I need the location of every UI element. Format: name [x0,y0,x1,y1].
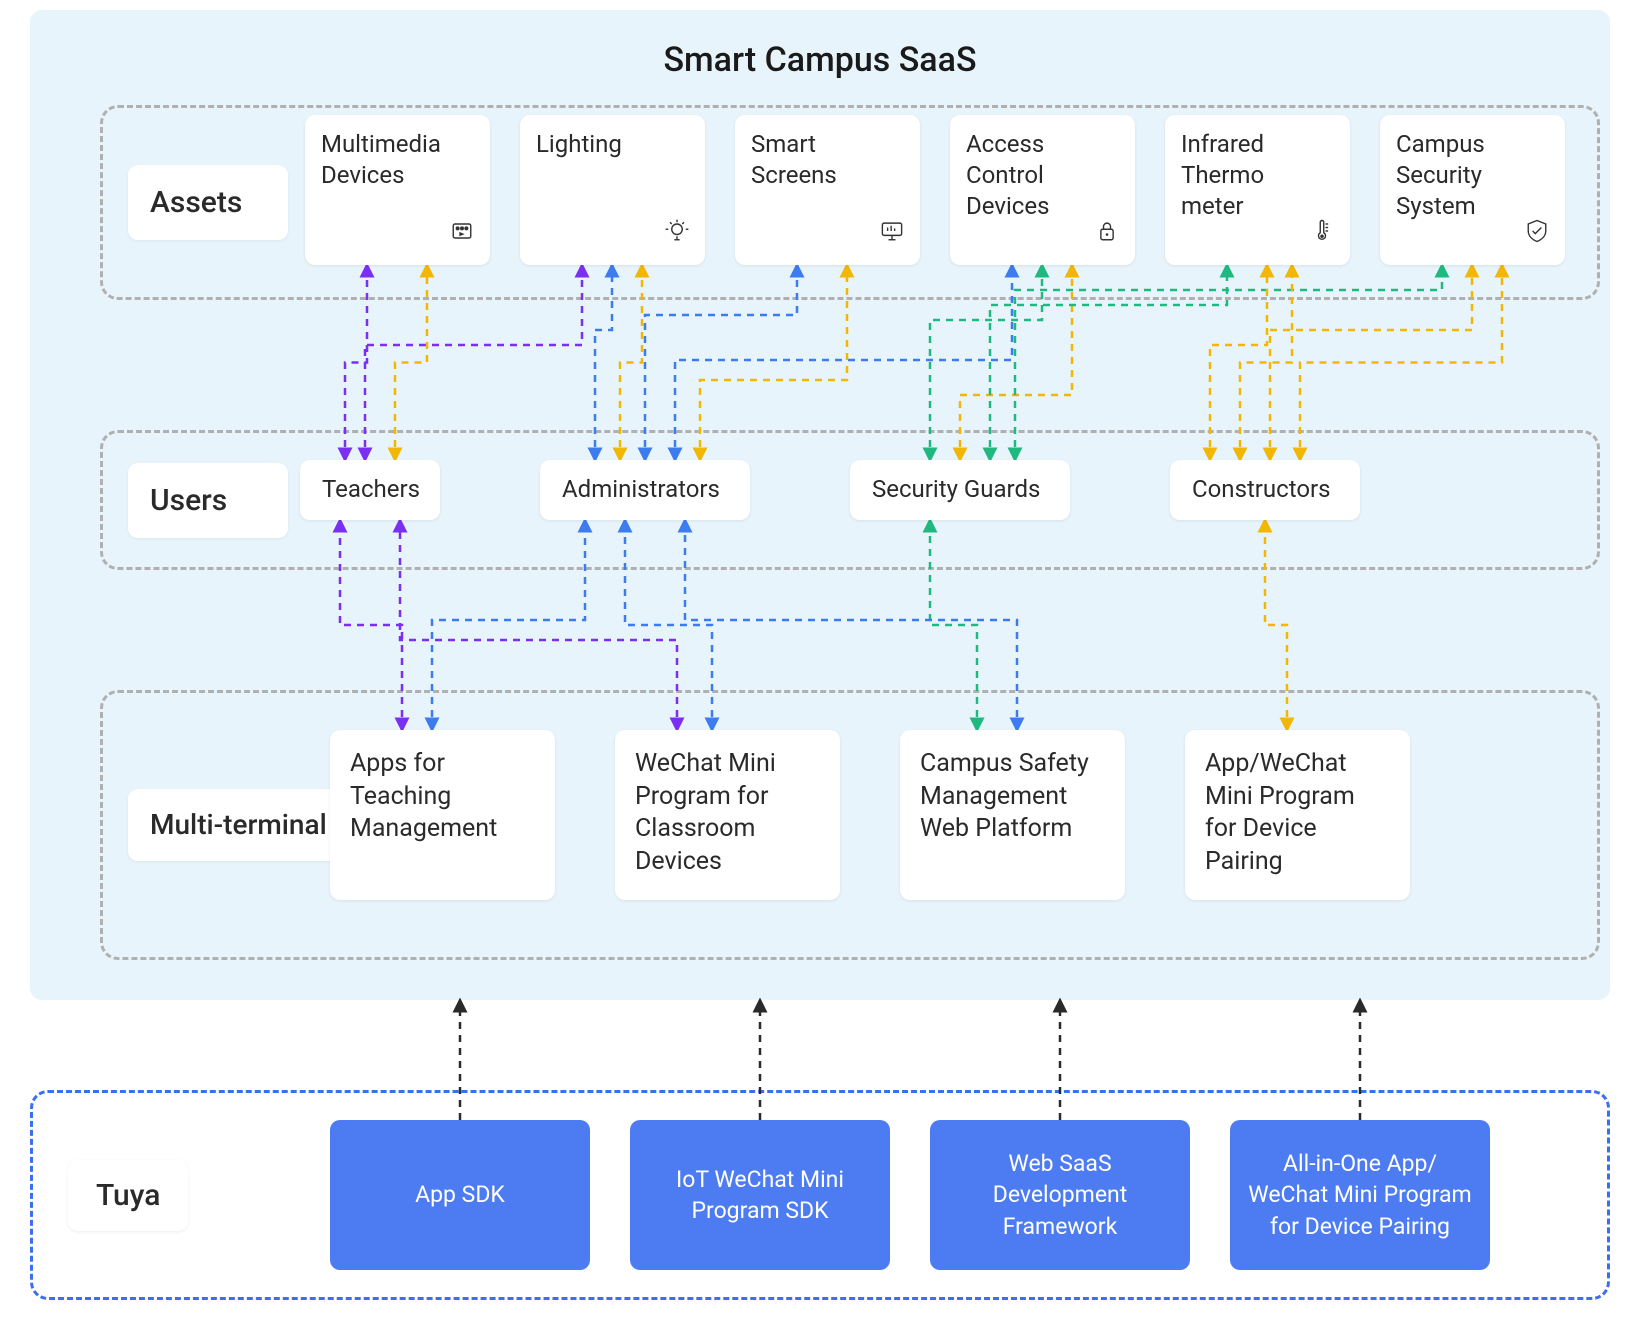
tuya-app-sdk: App SDK [330,1120,590,1270]
asset-label: Access Control Devices [966,129,1119,223]
users-label: Users [128,463,288,538]
user-teachers: Teachers [300,460,440,520]
asset-lighting: Lighting [520,115,705,265]
app-pairing-app: App/WeChat Mini Program for Device Pairi… [1185,730,1410,900]
assets-label: Assets [128,165,288,240]
tuya-allinone: All-in-One App/ WeChat Mini Program for … [1230,1120,1490,1270]
asset-label: Lighting [536,129,689,160]
bulb-icon [663,217,691,253]
asset-security: Campus Security System [1380,115,1565,265]
asset-thermo: Infrared Thermo meter [1165,115,1350,265]
tuya-iot-wechat-sdk: IoT WeChat Mini Program SDK [630,1120,890,1270]
screen-icon [878,217,906,253]
shield-icon [1523,217,1551,253]
user-guards: Security Guards [850,460,1070,520]
tuya-web-saas: Web SaaS Development Framework [930,1120,1190,1270]
asset-label: Multimedia Devices [321,129,474,191]
user-constructors: Constructors [1170,460,1360,520]
asset-label: Smart Screens [751,129,904,191]
lock-icon [1093,217,1121,253]
asset-access: Access Control Devices [950,115,1135,265]
asset-label: Infrared Thermo meter [1181,129,1334,223]
asset-multimedia: Multimedia Devices [305,115,490,265]
app-wechat-classroom: WeChat Mini Program for Classroom Device… [615,730,840,900]
media-icon [448,217,476,253]
asset-screens: Smart Screens [735,115,920,265]
thermo-icon [1308,217,1336,253]
user-admins: Administrators [540,460,750,520]
app-safety-web: Campus Safety Management Web Platform [900,730,1125,900]
page-title: Smart Campus SaaS [70,40,1570,80]
app-teaching-app: Apps for Teaching Management [330,730,555,900]
asset-label: Campus Security System [1396,129,1549,223]
tuya-label: Tuya [68,1160,188,1231]
